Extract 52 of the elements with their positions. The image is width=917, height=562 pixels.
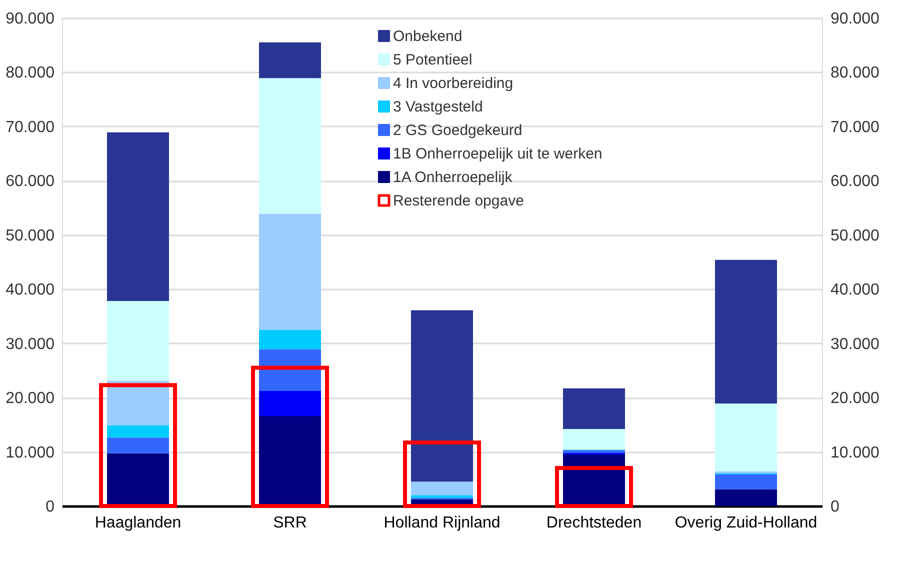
y2-tick-label: 90.000: [830, 10, 880, 28]
bar: [715, 260, 777, 404]
y-tick-label: 10.000: [6, 444, 55, 462]
y2-tick-label: 70.000: [830, 118, 880, 136]
bar: [259, 214, 321, 330]
y2-tick-label: 80.000: [830, 64, 880, 82]
bar: [107, 301, 169, 381]
bar: [715, 474, 777, 490]
y2-tick-label: 60.000: [830, 173, 880, 190]
x-tick-label: Overig Zuid-Holland: [674, 514, 818, 532]
y-tick-label: 20.000: [6, 390, 55, 408]
bar: [411, 482, 473, 496]
legend-label: 5 Potentieel: [393, 52, 472, 68]
legend-label: 3 Vastgesteld: [393, 98, 483, 116]
legend-label: 1B Onherroepelijk uit te werken: [393, 146, 602, 162]
bar: [715, 404, 777, 472]
y2-tick-label: 30.000: [830, 336, 880, 353]
legend-label: 1A Onherroepelijk: [393, 169, 513, 186]
bar: [259, 349, 321, 392]
bar: [563, 450, 625, 453]
x-tick-label: Drechtsteden: [546, 514, 642, 532]
bar: [259, 78, 321, 214]
y2-tick-label: 50.000: [830, 227, 880, 244]
bar: [107, 425, 169, 438]
legend-label: 4 In voorbereiding: [393, 75, 514, 92]
legend-label: 2 GS Goedgekeurd: [393, 122, 522, 139]
bar: [411, 495, 473, 498]
bar: [563, 429, 625, 450]
y2-tick-label: 40.000: [830, 282, 880, 299]
y-tick-label: 40.000: [6, 282, 55, 299]
y2-tick-label: 0: [830, 498, 840, 516]
legend-label: Resterende opgave: [393, 192, 524, 210]
y-tick-label: 60.000: [6, 173, 55, 190]
y-tick-label: 0: [46, 498, 55, 516]
bar: [107, 132, 169, 302]
bar: [259, 391, 321, 416]
y-tick-label: 50.000: [6, 227, 55, 244]
y-tick-label: 30.000: [6, 336, 55, 353]
bar: [107, 438, 169, 454]
y2-tick-label: 10.000: [830, 444, 880, 462]
bar: [259, 330, 321, 350]
bar: [715, 489, 777, 506]
y-tick-label: 80.000: [6, 64, 55, 82]
y-tick-label: 70.000: [6, 118, 55, 136]
x-tick-label: Holland Rijnland: [384, 514, 500, 532]
x-tick-label: Haaglanden: [94, 514, 182, 532]
bar: [563, 388, 625, 430]
legend-label: Onbekend: [393, 28, 462, 45]
x-tick-label: SRR: [273, 514, 307, 532]
bar: [259, 42, 321, 78]
y-tick-label: 90.000: [6, 10, 55, 28]
y2-tick-label: 20.000: [830, 390, 880, 408]
